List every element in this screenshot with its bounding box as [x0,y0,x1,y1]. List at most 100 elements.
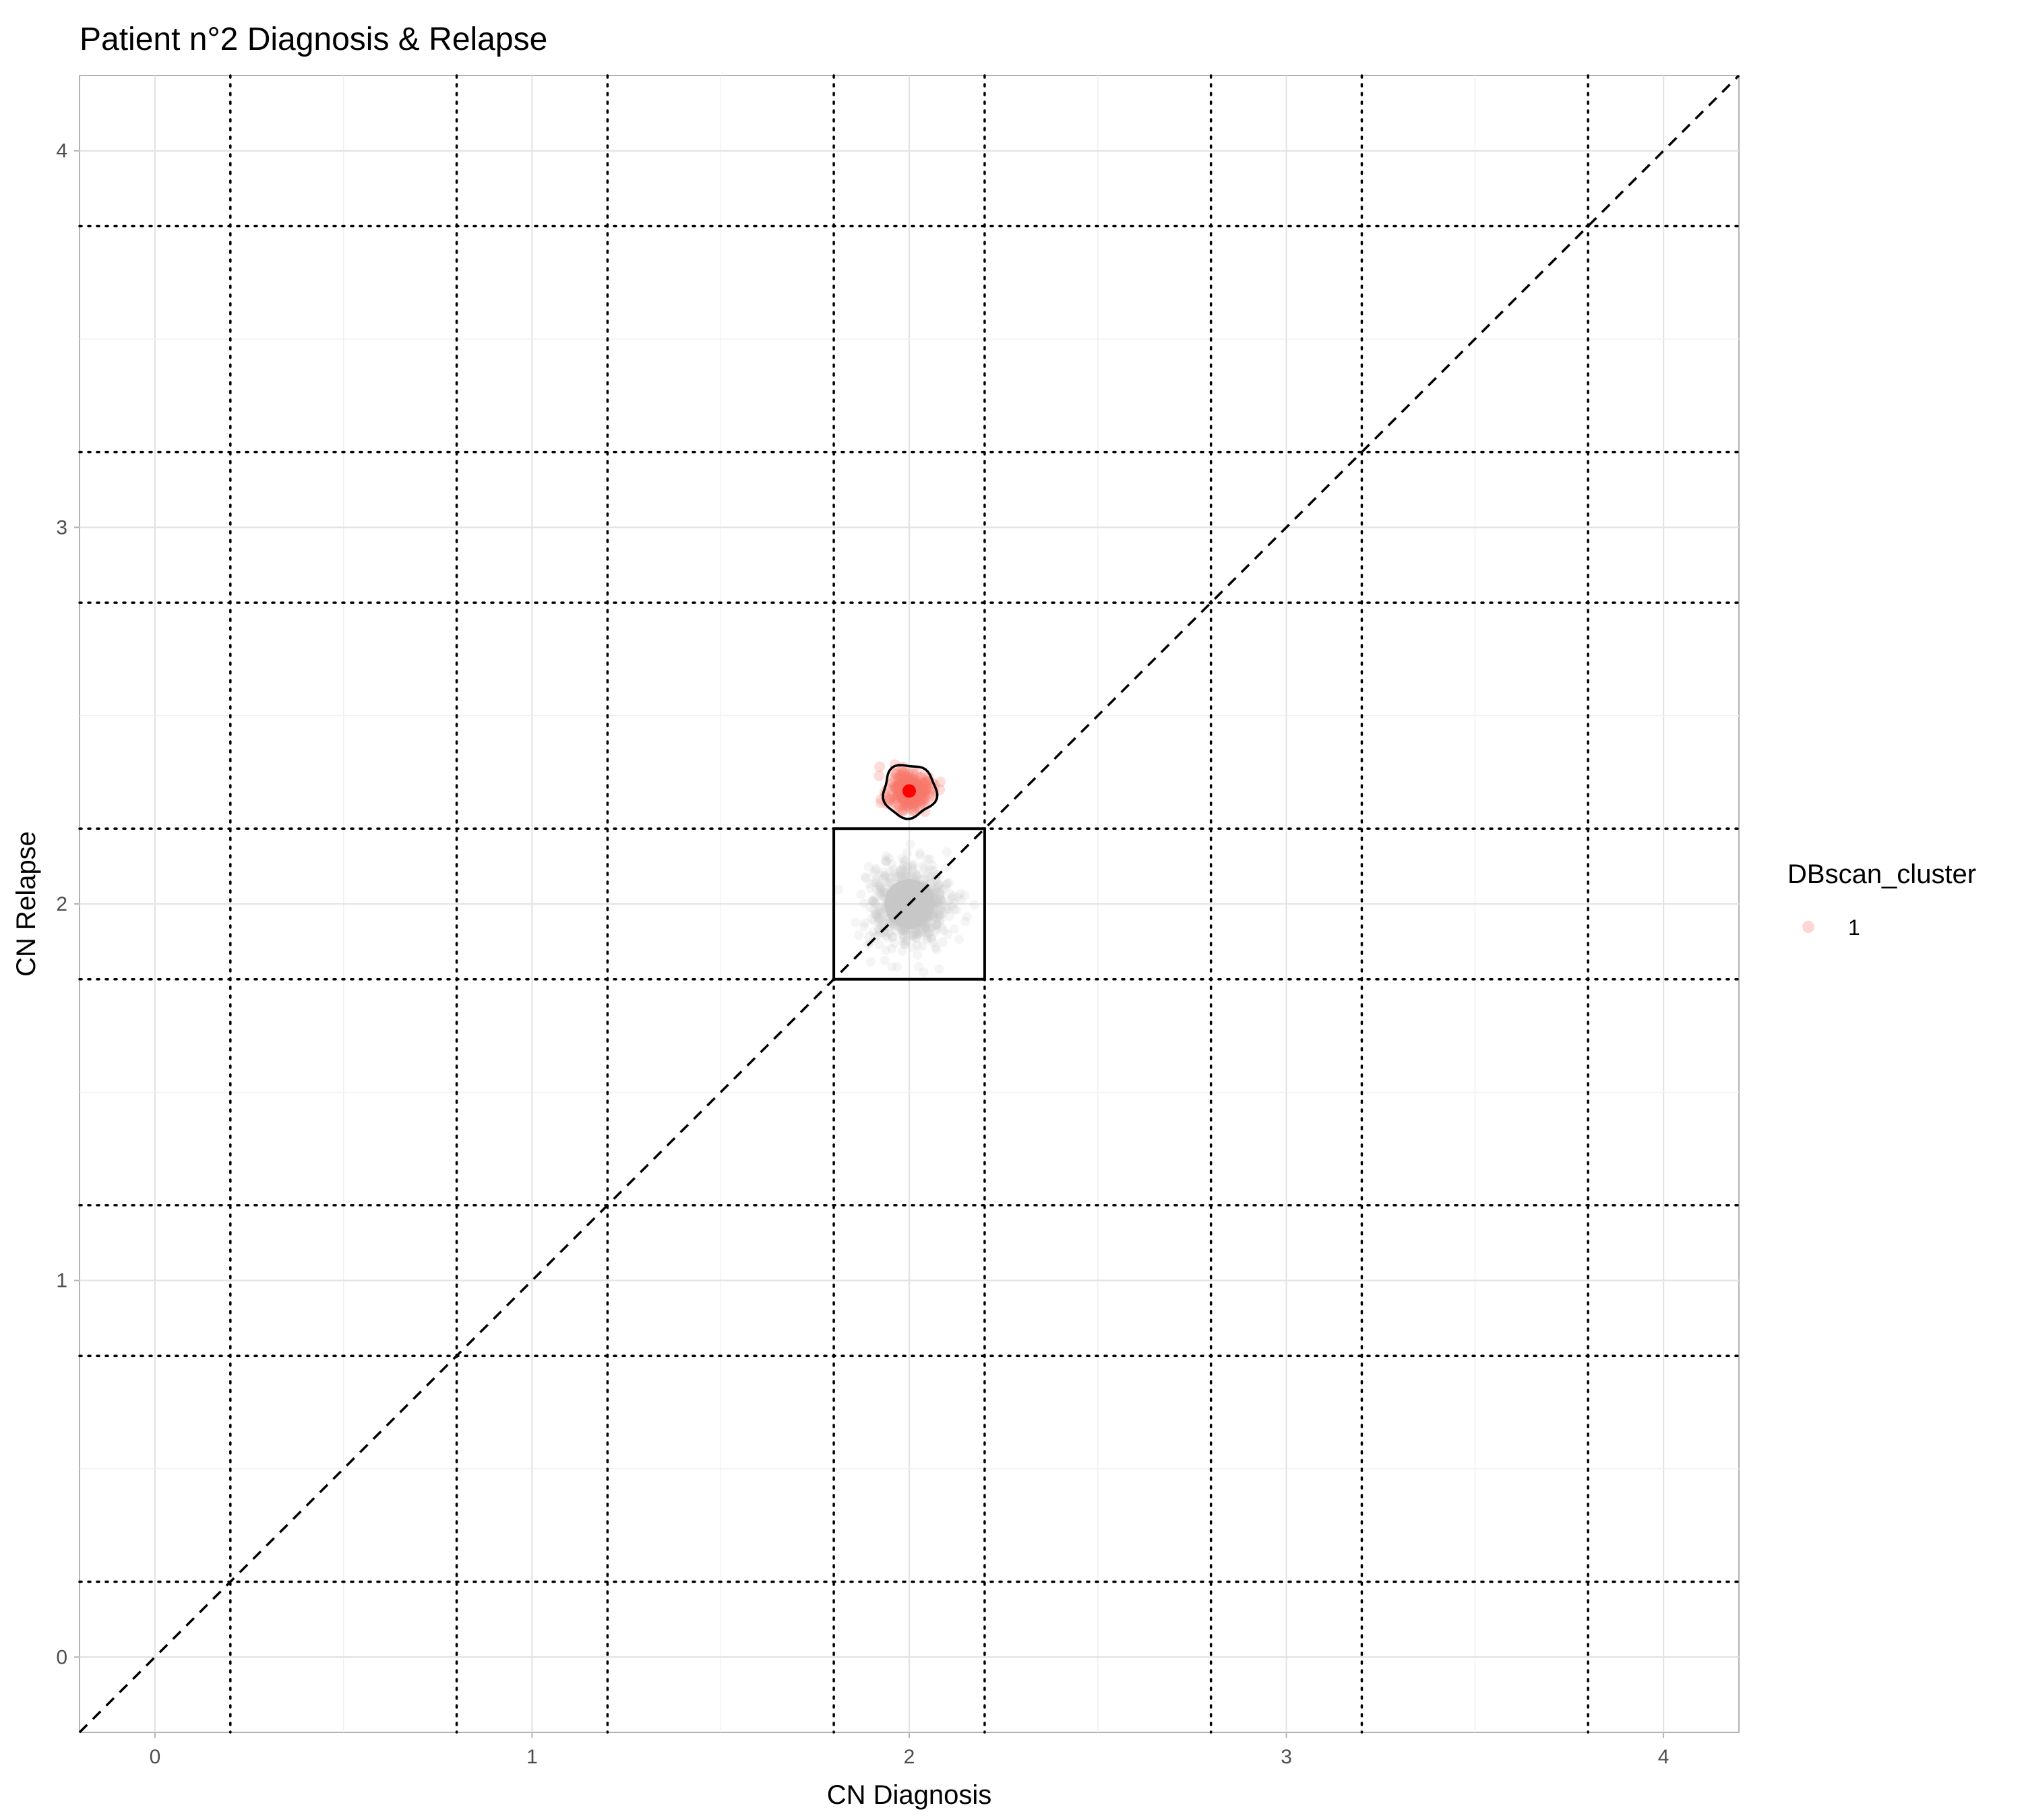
cluster-point [890,783,902,794]
cloud-point [907,888,917,899]
cloud-point [886,878,896,888]
cluster-point [901,800,913,812]
cloud-point [923,872,933,882]
cloud-point [888,865,898,875]
cloud-point [887,890,897,901]
cloud-point [880,872,890,882]
cloud-point [921,905,931,915]
cluster-point [915,793,927,804]
cloud-point [920,894,930,904]
cluster-point [914,795,925,806]
cloud-point [901,917,911,927]
cluster-point [889,792,900,803]
cloud-point [914,892,924,903]
cloud-point [916,927,926,937]
cloud-point [904,930,914,940]
cloud-point [908,932,918,942]
cluster-point [907,765,919,777]
cloud-point [910,911,920,921]
cloud-point [880,955,890,965]
cluster-point [910,776,921,787]
cloud-point [933,882,944,892]
cloud-point [906,881,916,891]
cloud-point [901,872,911,882]
cloud-point [892,902,902,912]
cloud-point [899,914,909,924]
cloud-point [917,905,927,915]
cloud-point [899,901,909,911]
cluster-point [897,806,909,817]
cluster-point [904,803,915,814]
cloud-point [933,913,943,923]
x-axis-title: CN Diagnosis [827,1780,992,1810]
cloud-point [910,897,920,907]
cloud-point [900,926,910,936]
cluster-point [898,768,909,779]
cloud-point [886,905,896,915]
cloud-point [925,887,936,897]
cloud-point [903,902,913,912]
cloud-point [899,887,909,897]
cluster-point [896,804,908,816]
cloud-point [898,930,909,940]
cluster-point [913,794,925,806]
cluster-point [911,775,922,786]
cloud-point [947,894,957,904]
cloud-point [889,899,899,909]
cloud-point [932,914,942,924]
cloud-point [927,882,937,892]
cloud-point [871,909,881,919]
cloud-point [907,885,917,895]
cloud-point [905,839,915,849]
cloud-point [926,918,936,928]
cluster-contour [882,764,939,820]
cloud-point [929,912,939,922]
cloud-point [880,892,890,903]
cluster-point [892,779,904,790]
cluster-point [898,772,910,784]
cloud-point [896,926,907,935]
cloud-point [919,863,929,874]
cloud-point [897,946,907,956]
cloud-point [907,907,917,917]
cluster-point [897,777,909,788]
cloud-point [886,889,896,899]
cloud-point [892,898,902,908]
cloud-point [956,895,966,905]
cloud-point [909,887,919,897]
cluster-point [918,794,929,806]
cloud-point [899,894,909,905]
cloud-point [884,922,894,932]
cloud-point [911,878,921,888]
y-axis-title: CN Relapse [11,831,41,977]
cloud-point [909,930,919,940]
cloud-point [917,892,927,902]
cloud-point [920,923,930,934]
cloud-point [897,897,907,907]
cloud-point [949,924,959,934]
cluster-point [919,806,931,818]
cloud-point [927,898,937,908]
cluster-point [891,786,902,797]
cloud-point [923,914,933,924]
cloud-point [876,870,886,880]
cloud-point [921,912,931,922]
cloud-point [925,874,936,884]
cloud-point [868,896,878,906]
cloud-point [935,909,945,919]
cluster-point [917,777,929,789]
cluster-1 [874,759,946,820]
cluster-point [900,798,912,810]
cloud-point [902,890,913,900]
cluster-point [913,781,925,792]
cloud-point [915,901,925,911]
y-axis-ticks: 0 1 2 3 4 [56,140,80,1668]
cloud-point [887,886,897,897]
cloud-point [878,868,888,878]
cloud-point [878,887,888,897]
cloud-point [962,911,972,921]
cluster-point [909,803,920,815]
cloud-point [930,875,940,885]
cloud-point [868,897,878,907]
cloud-point [891,891,901,901]
